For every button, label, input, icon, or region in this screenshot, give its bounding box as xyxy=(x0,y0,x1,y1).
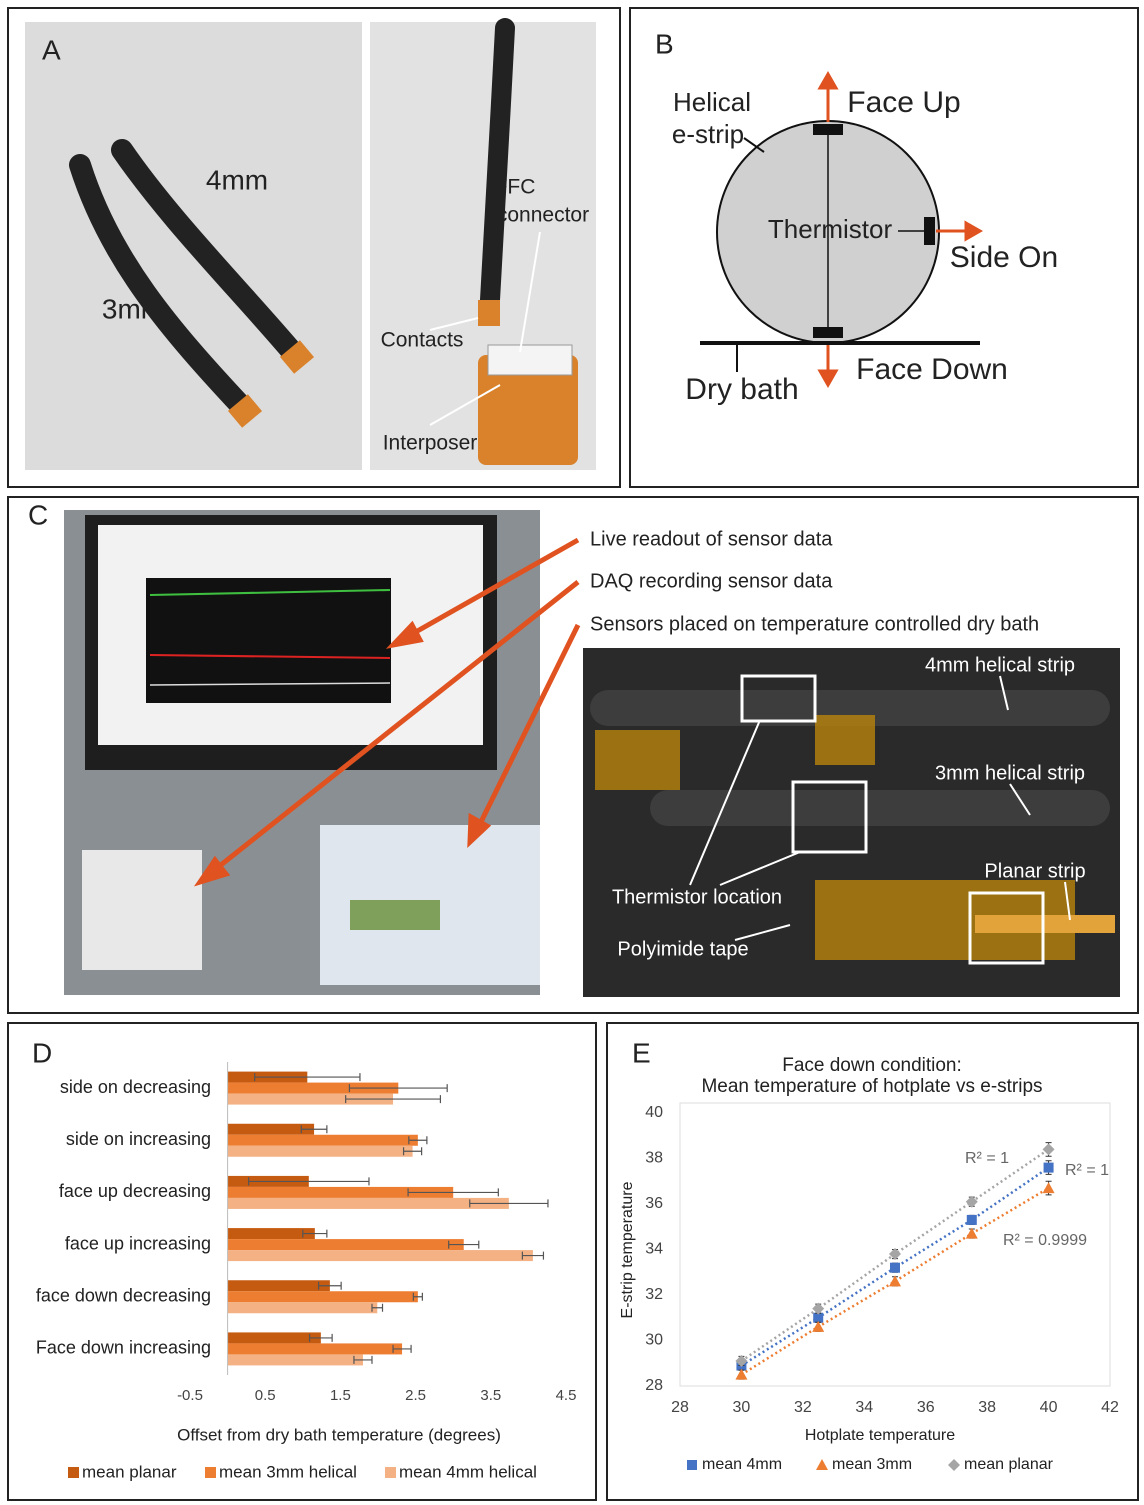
annotation: R² = 1 xyxy=(965,1150,1009,1167)
bar xyxy=(228,1135,418,1146)
bar xyxy=(228,1198,509,1209)
x-tick-label: -0.5 xyxy=(177,1387,203,1404)
bar xyxy=(228,1343,402,1354)
legend-label: mean 4mm helical xyxy=(399,1462,537,1481)
marker xyxy=(966,1228,978,1239)
marker xyxy=(948,1459,960,1471)
marker xyxy=(1043,1143,1055,1155)
x-axis-title: Hotplate temperature xyxy=(805,1427,955,1444)
x-tick-label: 1.5 xyxy=(330,1387,351,1404)
legend-swatch xyxy=(68,1467,79,1478)
x-tick-label: 0.5 xyxy=(255,1387,276,1404)
callout: DAQ recording sensor data xyxy=(590,570,833,592)
legend-label: mean planar xyxy=(82,1462,177,1481)
y-tick-label: 28 xyxy=(645,1377,663,1394)
panel-label: B xyxy=(655,28,674,59)
x-axis-title: Offset from dry bath temperature (degree… xyxy=(177,1425,501,1444)
y-tick-label: 32 xyxy=(645,1286,663,1303)
annotation: R² = 0.9999 xyxy=(1003,1232,1087,1249)
legend-swatch xyxy=(385,1467,396,1478)
marker xyxy=(1044,1163,1054,1173)
label: Helical xyxy=(673,87,751,117)
label: Contacts xyxy=(381,329,464,352)
y-tick-label: 30 xyxy=(645,1332,663,1349)
y-tick-label: 34 xyxy=(645,1241,663,1258)
bar xyxy=(228,1228,315,1239)
label: Side On xyxy=(950,241,1058,274)
x-tick-label: 4.5 xyxy=(556,1387,577,1404)
bar xyxy=(228,1302,378,1313)
y-tick-label: face up decreasing xyxy=(59,1181,211,1201)
x-tick-label: 40 xyxy=(1040,1399,1058,1416)
callout: Live readout of sensor data xyxy=(590,528,833,550)
legend-label: mean 3mm helical xyxy=(219,1462,357,1481)
legend-swatch xyxy=(205,1467,216,1478)
bar xyxy=(228,1239,464,1250)
display xyxy=(350,900,440,930)
legend-label: mean 3mm xyxy=(832,1456,912,1473)
panel-label: C xyxy=(28,499,48,530)
y-tick-label: Face down increasing xyxy=(36,1338,211,1358)
daq xyxy=(82,850,202,970)
photo-label: Polyimide tape xyxy=(617,938,748,960)
photo-label: 3mm helical strip xyxy=(935,762,1085,784)
marker xyxy=(687,1460,697,1470)
legend-label: mean 4mm xyxy=(702,1456,782,1473)
label: FFC xyxy=(495,176,536,199)
panel-label: A xyxy=(42,34,61,65)
callout: Sensors placed on temperature controlled… xyxy=(590,613,1039,635)
panel-label: E xyxy=(632,1037,651,1068)
label: Interposer xyxy=(383,432,478,455)
x-tick-label: 2.5 xyxy=(405,1387,426,1404)
x-tick-label: 42 xyxy=(1101,1399,1119,1416)
y-tick-label: 38 xyxy=(645,1150,663,1167)
x-tick-label: 34 xyxy=(855,1399,873,1416)
bar xyxy=(228,1291,418,1302)
x-tick-label: 32 xyxy=(794,1399,812,1416)
bar xyxy=(228,1250,533,1261)
y-tick-label: side on decreasing xyxy=(60,1077,211,1097)
label: Face Up xyxy=(847,86,960,119)
x-tick-label: 36 xyxy=(917,1399,935,1416)
label: Thermistor xyxy=(768,214,893,244)
label: Dry bath xyxy=(685,373,798,406)
y-tick-label: 36 xyxy=(645,1195,663,1212)
bar xyxy=(228,1332,321,1343)
label: 4mm xyxy=(206,164,268,195)
thermistor xyxy=(924,217,935,245)
label: e-strip xyxy=(672,119,744,149)
photo-label: Planar strip xyxy=(984,860,1085,882)
legend-label: mean planar xyxy=(964,1456,1054,1473)
thermistor xyxy=(813,327,843,338)
thermistor xyxy=(813,124,843,135)
bar xyxy=(228,1280,330,1291)
annotation: R² = 1 xyxy=(1065,1162,1109,1179)
marker xyxy=(889,1275,901,1286)
panel-label: D xyxy=(32,1037,52,1068)
bar xyxy=(228,1354,363,1365)
label: connector xyxy=(497,204,589,227)
y-axis-title: E-strip temperature xyxy=(619,1181,636,1318)
marker xyxy=(890,1263,900,1273)
x-tick-label: 38 xyxy=(978,1399,996,1416)
x-tick-label: 30 xyxy=(733,1399,751,1416)
figure: A 4mm 3mm FFC connector Contacts Interpo… xyxy=(0,0,1144,1505)
y-tick-label: side on increasing xyxy=(66,1129,211,1149)
marker xyxy=(816,1459,828,1470)
marker xyxy=(967,1215,977,1225)
chart-title: Face down condition: xyxy=(782,1055,962,1076)
bar xyxy=(228,1146,413,1157)
label: 3mm xyxy=(102,293,164,324)
y-tick-label: 40 xyxy=(645,1104,663,1121)
photo-label: Thermistor location xyxy=(612,886,782,908)
y-tick-label: face up increasing xyxy=(65,1233,211,1253)
photo-label: 4mm helical strip xyxy=(925,654,1075,676)
x-tick-label: 28 xyxy=(671,1399,689,1416)
x-tick-label: 3.5 xyxy=(480,1387,501,1404)
chart-title: Mean temperature of hotplate vs e-strips xyxy=(701,1076,1042,1097)
label: Face Down xyxy=(856,353,1008,386)
y-tick-label: face down decreasing xyxy=(36,1286,211,1306)
marker xyxy=(1043,1182,1055,1193)
